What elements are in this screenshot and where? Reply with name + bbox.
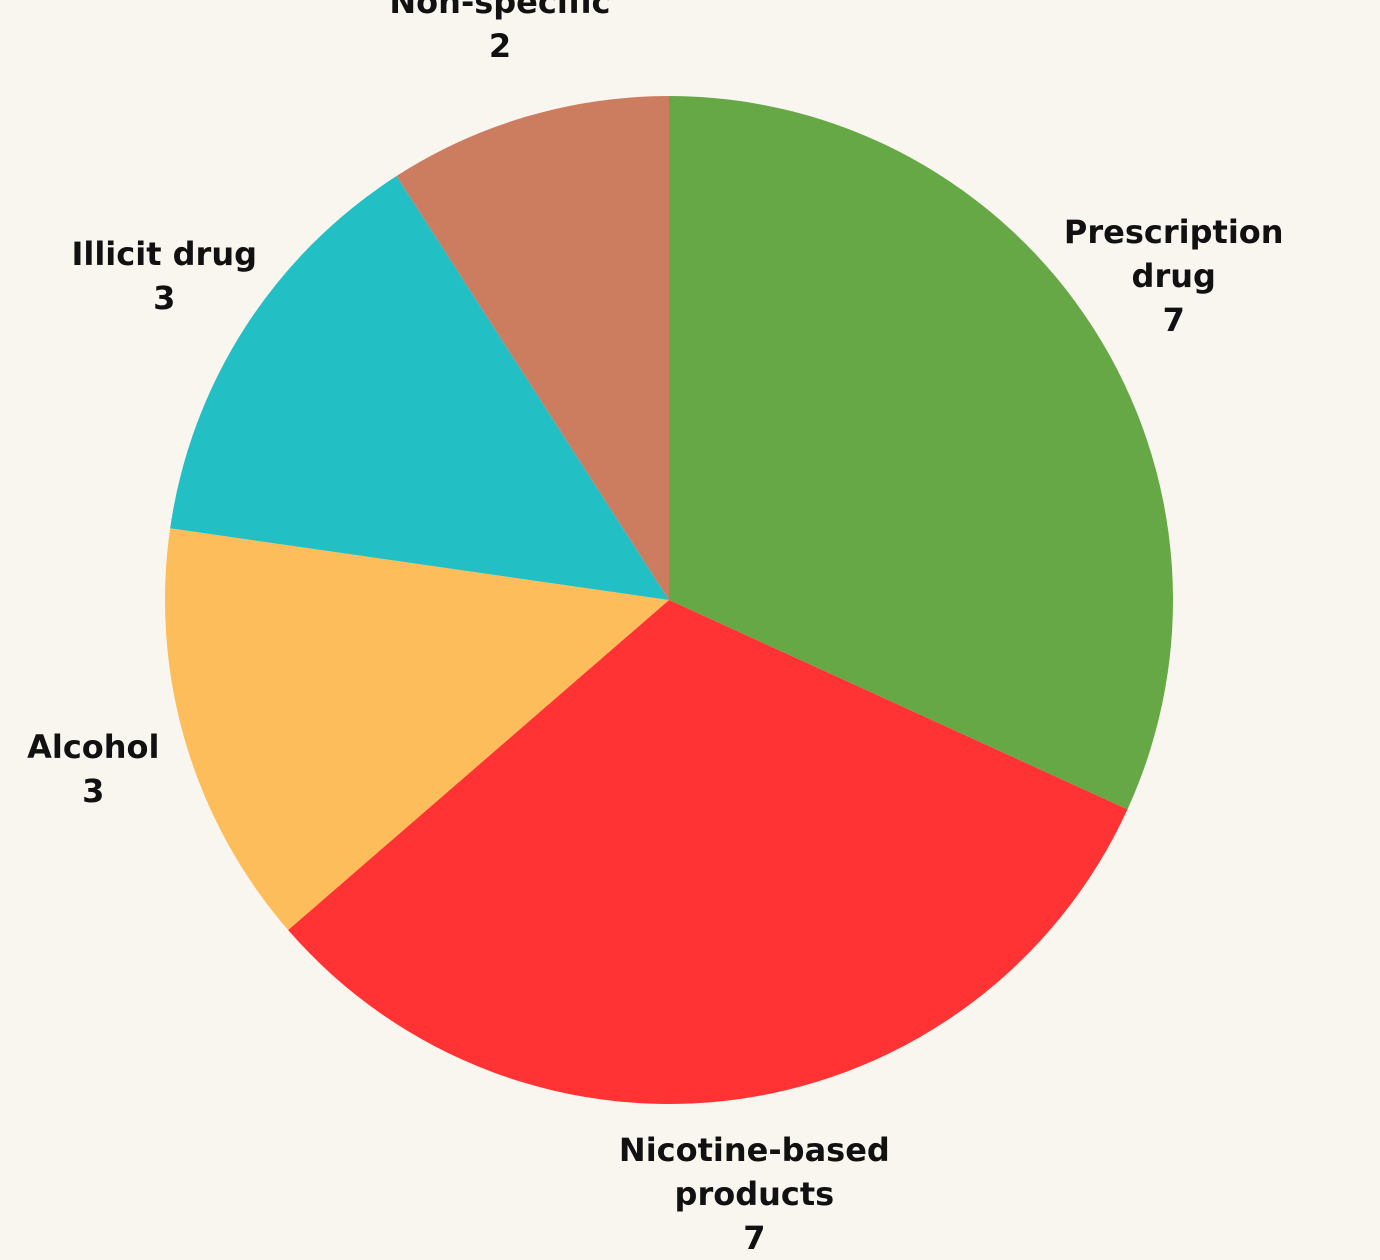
slice-label: Non-specific 2 <box>389 0 610 68</box>
pie-slice <box>669 96 1173 810</box>
category-label: Nicotine-based products <box>618 1130 890 1213</box>
slice-label: Prescription drug 7 <box>1064 210 1284 342</box>
pie-slice <box>288 600 1128 1104</box>
value-label: 3 <box>153 278 176 317</box>
pie-slice <box>170 176 669 600</box>
slice-label: Illicit drug 3 <box>71 232 257 320</box>
pie-slice <box>164 528 669 931</box>
value-label: 2 <box>488 27 512 66</box>
category-label: Alcohol <box>27 728 160 767</box>
slice-label: Alcohol 3 <box>27 725 159 813</box>
value-label: 7 <box>1162 300 1185 339</box>
pie-slice <box>396 96 669 600</box>
slice-label: Nicotine-based products 7 <box>594 1128 914 1260</box>
category-label: Illicit drug <box>71 234 258 273</box>
category-label: Non-specific <box>389 0 611 22</box>
value-label: 7 <box>743 1218 766 1257</box>
value-label: 3 <box>82 772 105 811</box>
category-label: Prescription drug <box>1063 212 1284 295</box>
